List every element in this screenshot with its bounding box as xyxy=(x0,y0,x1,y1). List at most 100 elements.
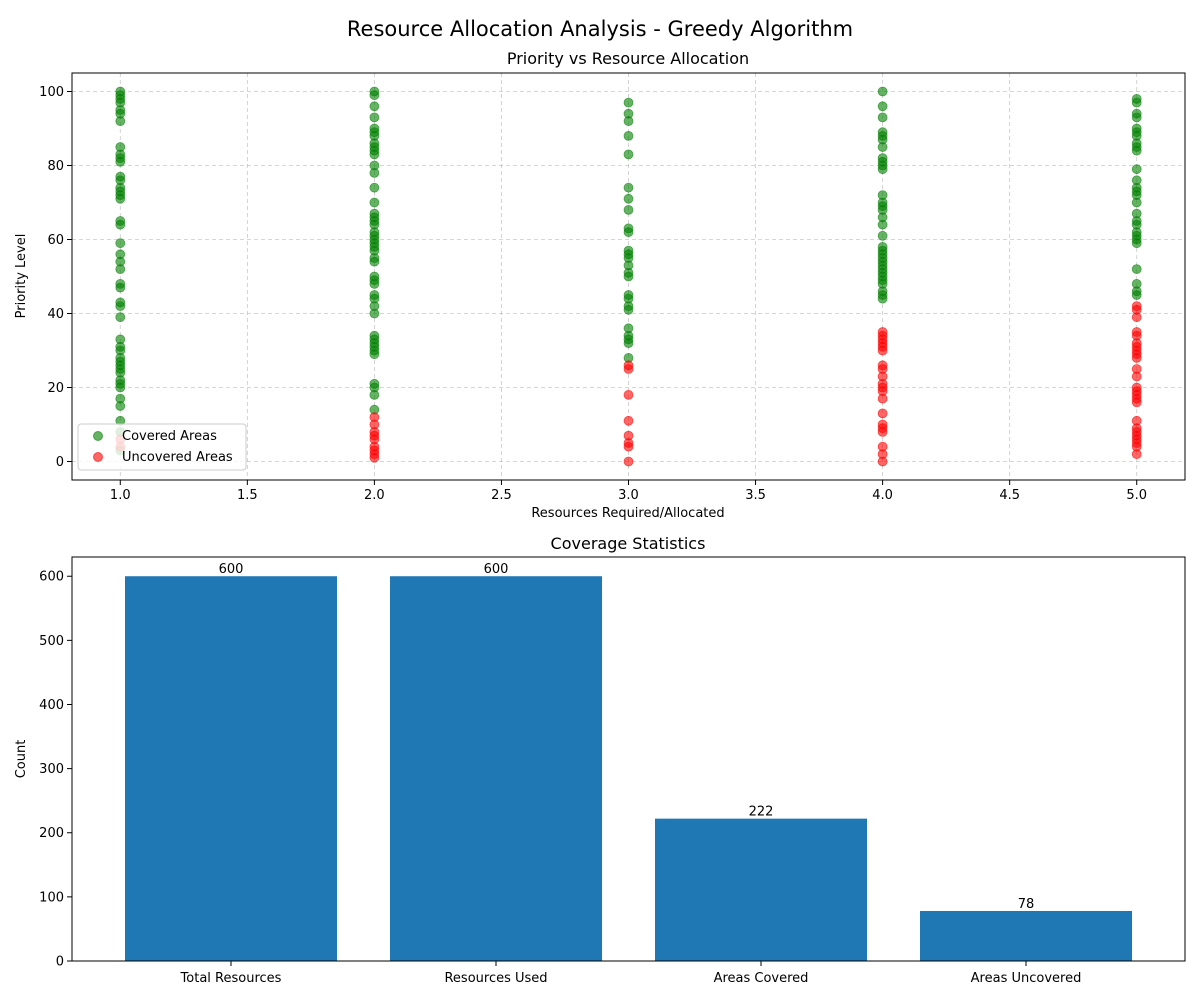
covered-point xyxy=(1131,208,1142,219)
x-tick-label: 3.5 xyxy=(745,488,766,503)
legend-marker-uncovered xyxy=(93,452,103,462)
uncovered-point xyxy=(1131,415,1142,426)
bar-y-axis: 0 100 200 300 400 500 600 xyxy=(39,570,72,970)
uncovered-point xyxy=(623,360,634,371)
y-tick-label: 400 xyxy=(39,698,64,713)
covered-point xyxy=(877,153,888,164)
covered-point xyxy=(623,323,634,334)
y-tick-label: 200 xyxy=(39,826,64,841)
covered-point xyxy=(115,171,126,182)
covered-point xyxy=(623,97,634,108)
uncovered-point xyxy=(877,408,888,419)
covered-point xyxy=(877,127,888,138)
category-label: Areas Uncovered xyxy=(971,971,1082,986)
category-label: Resources Used xyxy=(444,971,547,986)
y-tick-label: 300 xyxy=(39,762,64,777)
bar-value-label: 600 xyxy=(484,562,509,577)
legend-label-uncovered: Uncovered Areas xyxy=(122,450,233,465)
y-tick-label: 0 xyxy=(56,955,64,970)
covered-point xyxy=(115,312,126,323)
covered-point xyxy=(1131,123,1142,134)
y-tick-label: 0 xyxy=(56,455,64,470)
covered-areas-series xyxy=(115,86,1142,456)
category-label: Areas Covered xyxy=(714,971,809,986)
bar-value-label: 78 xyxy=(1018,897,1035,912)
covered-point xyxy=(369,330,380,341)
covered-point xyxy=(1131,175,1142,186)
bar-frame xyxy=(71,556,1186,962)
x-tick-label: 1.5 xyxy=(237,488,258,503)
bar-data-labels: 600 600 222 78 xyxy=(219,562,1035,912)
covered-point xyxy=(877,241,888,252)
covered-point xyxy=(623,204,634,215)
covered-point xyxy=(369,182,380,193)
covered-point xyxy=(1131,94,1142,104)
covered-point xyxy=(115,393,126,404)
covered-point xyxy=(115,278,126,289)
uncovered-point xyxy=(369,412,380,423)
covered-point xyxy=(623,245,634,256)
y-tick-label: 500 xyxy=(39,634,64,649)
covered-point xyxy=(623,130,634,141)
covered-point xyxy=(369,160,380,171)
legend-label-covered: Covered Areas xyxy=(122,429,217,444)
uncovered-point xyxy=(1131,301,1142,312)
scatter-title: Priority vs Resource Allocation xyxy=(507,49,749,68)
covered-point xyxy=(623,193,634,204)
bar-chart: 600 600 222 78 Total Resources Resources Use… xyxy=(14,534,1186,986)
covered-point xyxy=(877,101,888,112)
x-tick-label: 2.0 xyxy=(364,488,385,503)
uncovered-point xyxy=(1131,327,1142,337)
uncovered-point xyxy=(1131,382,1142,393)
covered-point xyxy=(1131,108,1142,119)
covered-point xyxy=(369,271,380,282)
y-tick-label: 20 xyxy=(47,381,64,396)
y-tick-label: 40 xyxy=(47,307,64,322)
covered-point xyxy=(623,182,634,193)
bar-rects xyxy=(125,576,1132,961)
uncovered-point xyxy=(877,327,888,337)
covered-point xyxy=(1131,278,1142,289)
bar-title: Coverage Statistics xyxy=(551,534,706,553)
scatter-y-axis: 0 20 40 60 80 100 xyxy=(39,85,72,470)
uncovered-point xyxy=(623,415,634,426)
bar-value-label: 600 xyxy=(219,562,244,577)
y-tick-label: 600 xyxy=(39,570,64,585)
y-tick-label: 60 xyxy=(47,233,64,248)
uncovered-point xyxy=(623,456,634,467)
scatter-y-label: Priority Level xyxy=(14,234,29,319)
x-tick-label: 4.0 xyxy=(872,488,893,503)
scatter-x-label: Resources Required/Allocated xyxy=(531,506,724,521)
covered-point xyxy=(877,230,888,241)
bar xyxy=(920,910,1132,961)
covered-point xyxy=(369,101,380,112)
covered-point xyxy=(369,86,380,97)
bar xyxy=(390,576,602,961)
covered-point xyxy=(369,197,380,208)
covered-point xyxy=(115,86,126,97)
covered-point xyxy=(369,123,380,134)
covered-point xyxy=(369,112,380,123)
covered-point xyxy=(115,297,126,308)
y-tick-label: 80 xyxy=(47,159,64,174)
covered-point xyxy=(877,190,888,201)
x-tick-label: 3.0 xyxy=(618,488,639,503)
uncovered-point xyxy=(877,419,888,430)
uncovered-point xyxy=(877,441,888,452)
covered-point xyxy=(623,223,634,234)
covered-point xyxy=(115,216,126,226)
covered-point xyxy=(623,108,634,119)
bar-y-label: Count xyxy=(14,740,29,779)
scatter-points xyxy=(115,86,1142,467)
covered-point xyxy=(877,112,888,123)
y-tick-label: 100 xyxy=(39,85,64,100)
covered-point xyxy=(369,378,380,389)
x-tick-label: 4.5 xyxy=(999,488,1020,503)
covered-point xyxy=(623,149,634,160)
bar-x-axis: Total Resources Resources Used Areas Cover… xyxy=(180,961,1082,986)
covered-point xyxy=(1131,164,1142,175)
legend-marker-covered xyxy=(93,431,103,441)
scatter-grid xyxy=(72,73,1185,480)
covered-point xyxy=(1131,264,1142,275)
uncovered-point xyxy=(877,360,888,371)
